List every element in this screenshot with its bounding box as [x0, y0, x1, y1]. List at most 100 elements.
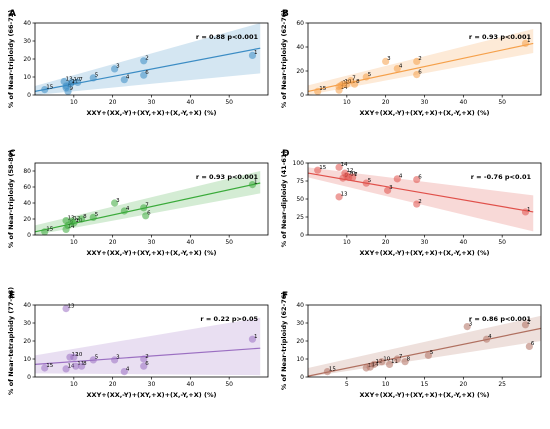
panel-e-ytick-label-40: 40	[23, 302, 31, 309]
panel-a-ylabel: % of Near-triploidy (66-72)	[7, 10, 15, 108]
panel-d-point-3	[384, 186, 392, 194]
panel-d-xtick-label-10: 10	[343, 239, 351, 246]
panel-a-ytick-label-0: 0	[27, 92, 31, 99]
panel-a-correlation: r = 0.88 p<0.001	[196, 33, 259, 41]
panel-f-point-2	[521, 321, 530, 329]
panel-c-letter: C	[9, 149, 16, 159]
panel-c-xtick-label-30: 30	[148, 239, 156, 246]
panel-a-xtick-label-20: 20	[109, 99, 117, 106]
panel-e-point-14	[62, 365, 70, 373]
panel-d-point-label-6: 6	[418, 174, 422, 180]
panel-e-point-label-1: 1	[254, 334, 258, 340]
panel-e-point-label-5: 5	[95, 355, 99, 361]
panel-e-ytick-label-30: 30	[23, 320, 31, 327]
panel-e-point-5	[89, 356, 97, 364]
panel-b-point-label-7: 7	[352, 75, 356, 81]
panel-b-point-2	[413, 57, 421, 65]
panel-a-point-5	[89, 74, 97, 82]
panel-d-point-label-7: 7	[354, 172, 358, 178]
panel-f-confidence-band	[308, 315, 541, 377]
panel-d-ylabel: % of Near-diploidy (41-61)	[280, 151, 288, 248]
panel-f-correlation: r = 0.86 p<0.001	[469, 315, 532, 323]
panel-a-point-15	[41, 86, 49, 94]
panel-e-point-1	[248, 335, 257, 343]
panel-a-point-9	[64, 87, 72, 95]
panel-e-ytick-label-10: 10	[23, 356, 31, 363]
panel-c-point-10	[70, 219, 78, 227]
panel-f-point-6	[525, 342, 533, 350]
panel-f: 1513141210117853426510152025010203040Fr …	[280, 291, 542, 399]
panel-d-xtick-label-30: 30	[421, 239, 429, 246]
panel-b-point-15	[314, 87, 322, 95]
panel-c-xtick-label-20: 20	[109, 239, 117, 246]
panel-d-point-6	[413, 175, 421, 184]
panel-a-point-label-15: 15	[46, 84, 53, 90]
panel-f-fit-line	[307, 327, 542, 377]
panel-e-point-label-10: 10	[75, 352, 82, 358]
panel-c-ytick-label-40: 40	[23, 200, 31, 207]
panel-f-ylabel: % of Near-triploidy (62-76)	[280, 292, 288, 390]
panel-f-ytick-label-30: 30	[296, 320, 304, 327]
panel-c-xtick-label-40: 40	[187, 239, 195, 246]
panel-b: 1513141210117853426110203040500204060Br …	[280, 9, 542, 117]
panel-c-point-4	[120, 207, 128, 215]
panel-f-point-3	[463, 323, 471, 331]
panel-b-point-4	[393, 65, 401, 73]
panel-a-point-1	[248, 51, 257, 60]
panel-e-point-label-8: 8	[83, 361, 87, 367]
panel-c-point-label-6: 6	[147, 211, 151, 217]
panel-c-correlation: r = 0.93 p<0.001	[196, 173, 259, 181]
panel-f-point-label-6: 6	[531, 341, 535, 347]
panel-d-correlation: r = -0.76 p<0.01	[471, 173, 532, 181]
panel-a-ytick-label-20: 20	[23, 56, 31, 63]
panel-f-ytick-label-0: 0	[300, 374, 304, 381]
panel-c-point-6	[142, 212, 150, 220]
panel-f-point-15	[323, 368, 332, 376]
panel-d-point-label-12: 12	[346, 168, 353, 174]
panel-f-xtick-label-5: 5	[345, 381, 349, 388]
panel-d-ytick-label-0: 0	[300, 232, 304, 239]
panel-d-point-label-15: 15	[319, 165, 326, 171]
panel-b-point-5	[362, 73, 370, 81]
panel-b-point-label-6: 6	[418, 69, 422, 75]
panel-c-point-7	[140, 204, 148, 212]
panel-a-point-label-3: 3	[116, 64, 120, 70]
panel-b-xtick-label-20: 20	[382, 99, 390, 106]
panel-a-xtick-label-10: 10	[70, 99, 78, 106]
panel-c-point-8	[78, 215, 86, 223]
panel-d-point-7	[349, 173, 357, 181]
panel-e-point-label-2: 2	[145, 354, 149, 360]
panel-c-xtick-label-10: 10	[70, 239, 78, 246]
panel-a-point-3	[111, 65, 119, 73]
panel-f-xtick-label-10: 10	[382, 381, 390, 388]
panel-b-point-label-8: 8	[356, 79, 360, 85]
panel-e-point-4	[120, 368, 128, 376]
panel-d-point-5	[362, 179, 370, 187]
panel-f-xlabel: XXY+(XX,-Y)+(XY,+X)+(X,-Y,+X) (%)	[360, 391, 490, 399]
panel-c-ytick-label-60: 60	[23, 184, 31, 191]
panel-d-point-1	[521, 208, 530, 216]
panel-d-point-label-1: 1	[527, 207, 531, 213]
panel-a-point-label-1: 1	[254, 50, 258, 56]
panel-f-point-5	[424, 351, 432, 359]
panel-f-point-label-5: 5	[430, 350, 434, 356]
panel-a-point-label-6: 6	[145, 70, 149, 76]
panel-e-ytick-label-0: 0	[27, 374, 31, 381]
panel-d-ytick-label-75: 75	[296, 178, 304, 185]
panel-b-ytick-label-60: 60	[296, 20, 304, 27]
panel-e-correlation: r = 0.22 p>0.05	[200, 315, 258, 323]
panel-f-ytick-label-10: 10	[296, 356, 304, 363]
panel-d-point-label-2: 2	[418, 199, 422, 205]
panel-c-point-3	[111, 199, 119, 207]
panel-d-point-label-14: 14	[341, 162, 348, 168]
panel-b-ytick-label-40: 40	[296, 44, 304, 51]
panel-f-point-label-15: 15	[329, 366, 336, 372]
panel-c-ytick-label-20: 20	[23, 216, 31, 223]
panel-c: 1513149121085347611020304050020406080Cr …	[7, 149, 269, 257]
panel-a-point-label-5: 5	[95, 73, 99, 79]
panel-d-xtick-label-50: 50	[498, 239, 506, 246]
panel-e-ylabel: % of Near-tetraploidy (77-98)	[7, 287, 15, 395]
panel-e-point-label-4: 4	[126, 366, 130, 372]
panel-b-letter: B	[282, 9, 289, 19]
panel-a-xtick-label-40: 40	[187, 99, 195, 106]
